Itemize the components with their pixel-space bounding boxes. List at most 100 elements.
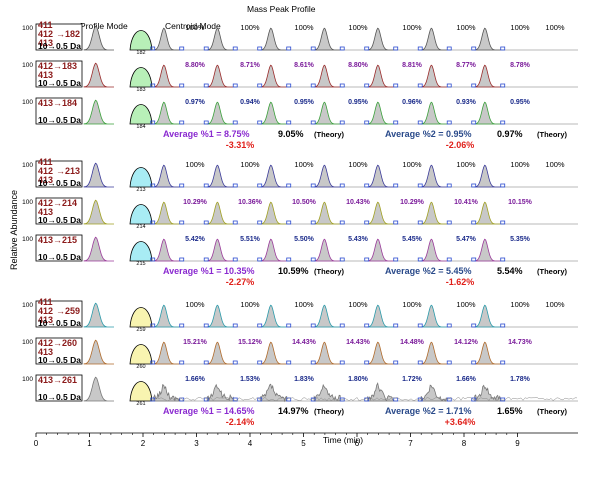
centroid-peak <box>421 202 447 224</box>
mass-peak-profile-shape <box>130 105 152 125</box>
mass-peak-profile-label: 214 <box>136 224 145 230</box>
profile-mode-peak <box>84 163 114 187</box>
average-1-diff: -3.31% <box>226 140 255 150</box>
x-tick-label: 5 <box>301 439 306 448</box>
centroid-peak <box>154 102 180 124</box>
centroid-peak <box>154 342 180 364</box>
mass-peak-profile-label: 215 <box>136 261 145 267</box>
mass-peak-profile-shape <box>130 168 152 188</box>
peak-value-label: 100% <box>185 23 205 32</box>
centroid-peak <box>475 28 501 50</box>
integration-marker <box>287 258 291 261</box>
y-tick-label: 100 <box>22 162 33 169</box>
transition-label: →182 <box>56 29 80 39</box>
integration-marker <box>180 221 184 224</box>
average-2-theory: 1.65% <box>497 406 523 416</box>
peak-value-label: 100% <box>348 23 368 32</box>
integration-marker <box>340 121 344 124</box>
integration-marker <box>394 221 398 224</box>
centroid-peak <box>475 342 501 364</box>
centroid-peak <box>475 239 501 261</box>
average-1-label: Average %1 = 8.75% <box>163 129 249 139</box>
integration-marker <box>394 84 398 87</box>
integration-marker <box>447 47 451 50</box>
peak-value-label: 14.73% <box>508 339 533 346</box>
resolution-label: 10→0.5 Da <box>38 115 81 125</box>
average-1-label: Average %1 = 10.35% <box>163 266 254 276</box>
mass-peak-profile-shape <box>130 242 152 262</box>
centroid-peak <box>421 342 447 364</box>
centroid-peak <box>314 239 340 261</box>
centroid-peak <box>154 239 180 261</box>
peak-value-label: 8.80% <box>348 62 369 69</box>
centroid-peak <box>261 239 287 261</box>
mass-peak-profile-label: 183 <box>136 87 145 93</box>
centroid-peak <box>261 65 287 87</box>
peak-value-label: 8.61% <box>294 62 315 69</box>
integration-marker <box>180 324 184 327</box>
peak-value-label: 100% <box>545 300 565 309</box>
centroid-peak <box>421 65 447 87</box>
centroid-peak <box>314 165 340 187</box>
integration-marker <box>287 47 291 50</box>
integration-marker <box>394 47 398 50</box>
peak-value-label: 100% <box>402 160 422 169</box>
peak-value-label: 100% <box>402 300 422 309</box>
x-tick-label: 3 <box>194 439 199 448</box>
peak-value-label: 100% <box>510 300 530 309</box>
peak-value-label: 0.97% <box>185 99 206 106</box>
integration-marker <box>394 361 398 364</box>
y-tick-label: 100 <box>22 236 33 243</box>
centroid-peak <box>261 165 287 187</box>
integration-marker <box>447 361 451 364</box>
peak-value-label: 100% <box>545 160 565 169</box>
centroid-peak <box>368 305 394 327</box>
resolution-label: 10→0.5 Da <box>38 78 81 88</box>
centroid-peak <box>207 385 233 401</box>
peak-value-label: 15.21% <box>183 339 208 346</box>
peak-value-label: 5.47% <box>456 236 477 243</box>
centroid-peak <box>368 239 394 261</box>
centroid-peak <box>154 385 180 401</box>
peak-value-label: 5.45% <box>402 236 423 243</box>
centroid-peak <box>368 28 394 50</box>
x-tick-label: 9 <box>515 439 520 448</box>
x-tick-label: 2 <box>141 439 146 448</box>
mass-peak-profile-shape <box>130 31 152 51</box>
profile-mode-peak <box>84 63 114 87</box>
peak-value-label: 14.12% <box>454 339 479 346</box>
integration-marker <box>233 258 237 261</box>
integration-marker <box>447 398 451 401</box>
integration-marker <box>394 121 398 124</box>
mass-peak-profile-label: 260 <box>136 364 145 370</box>
integration-marker <box>233 47 237 50</box>
profile-mode-peak <box>84 100 114 124</box>
integration-marker <box>180 47 184 50</box>
average-2-diff: -2.06% <box>446 140 475 150</box>
resolution-label: 10→0.5 Da <box>38 318 81 328</box>
profile-mode-peak <box>84 237 114 261</box>
peak-value-label: 0.94% <box>240 99 261 106</box>
peak-value-label: 8.80% <box>185 62 206 69</box>
peak-value-label: 100% <box>456 300 476 309</box>
mass-peak-profile-label: 259 <box>136 327 145 333</box>
peak-value-label: 5.51% <box>240 236 261 243</box>
average-1-diff: -2.14% <box>226 417 255 427</box>
integration-marker <box>501 84 505 87</box>
integration-marker <box>233 121 237 124</box>
peak-value-label: 100% <box>545 23 565 32</box>
integration-marker <box>501 184 505 187</box>
centroid-peak <box>261 342 287 364</box>
integration-marker <box>447 221 451 224</box>
centroid-peak <box>314 342 340 364</box>
integration-marker <box>501 121 505 124</box>
integration-marker <box>501 47 505 50</box>
integration-marker <box>233 361 237 364</box>
centroid-peak <box>314 28 340 50</box>
peak-value-label: 0.95% <box>294 99 315 106</box>
resolution-label: 10→0.5 Da <box>38 41 81 51</box>
centroid-peak <box>368 202 394 224</box>
x-tick-label: 0 <box>34 439 39 448</box>
peak-value-label: 0.95% <box>348 99 369 106</box>
centroid-peak <box>154 305 180 327</box>
